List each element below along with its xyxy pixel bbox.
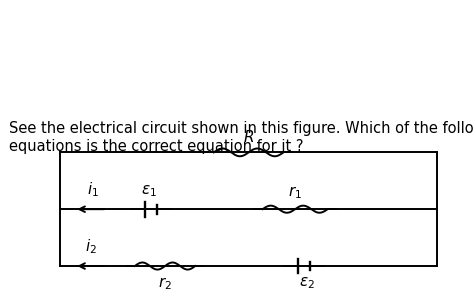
Text: $\varepsilon_1$: $\varepsilon_1$	[141, 184, 157, 200]
Text: $\varepsilon_2$: $\varepsilon_2$	[299, 276, 315, 291]
Text: $i_2$: $i_2$	[85, 237, 97, 256]
Text: $r_1$: $r_1$	[288, 184, 302, 201]
Text: $i_1$: $i_1$	[87, 181, 99, 200]
Text: See the electrical circuit shown in this figure. Which of the following
equation: See the electrical circuit shown in this…	[9, 121, 474, 154]
Text: $r_2$: $r_2$	[158, 276, 172, 293]
Text: $R$: $R$	[243, 129, 254, 145]
